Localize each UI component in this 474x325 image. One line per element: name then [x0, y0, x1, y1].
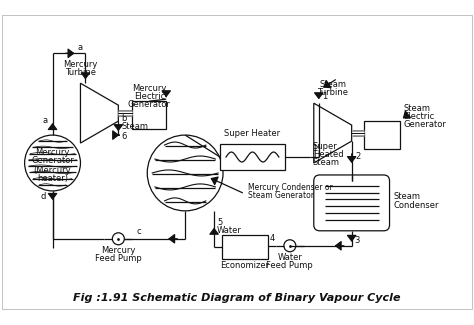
Text: 1: 1 [312, 144, 317, 153]
Text: 3: 3 [355, 236, 360, 245]
Circle shape [147, 135, 223, 211]
Text: Mercury: Mercury [36, 148, 70, 157]
Text: heater): heater) [37, 174, 68, 183]
Text: Heated: Heated [313, 150, 343, 159]
Bar [364, 121, 400, 149]
Text: Super: Super [313, 142, 337, 151]
Text: Steam: Steam [393, 192, 420, 201]
Text: Mercury Condenser or: Mercury Condenser or [248, 183, 333, 192]
Text: Fig :1.91 Schematic Diagram of Binary Vapour Cycle: Fig :1.91 Schematic Diagram of Binary Va… [73, 292, 401, 303]
Text: Steam: Steam [403, 104, 430, 113]
Bar [222, 235, 268, 259]
Text: Mercury: Mercury [101, 246, 136, 255]
Text: Turbine: Turbine [317, 88, 348, 97]
Circle shape [112, 233, 124, 245]
Text: Steam Generator: Steam Generator [248, 191, 314, 200]
Text: Steam: Steam [313, 158, 340, 167]
Text: Turbine: Turbine [65, 68, 96, 77]
Circle shape [284, 240, 296, 252]
Text: Generator: Generator [31, 156, 74, 165]
Text: 2: 2 [356, 152, 361, 161]
Text: Feed Pump: Feed Pump [95, 254, 142, 263]
Text: Electric: Electric [403, 112, 435, 121]
Text: Water: Water [217, 226, 242, 235]
Text: (Mercury: (Mercury [34, 166, 72, 175]
FancyBboxPatch shape [314, 175, 390, 231]
Text: Feed Pump: Feed Pump [266, 261, 313, 270]
Text: Condenser: Condenser [393, 201, 439, 210]
Text: 5: 5 [217, 218, 222, 227]
Text: Mercury: Mercury [63, 60, 98, 69]
Text: a: a [77, 43, 82, 52]
Text: b: b [121, 114, 127, 123]
Text: 4: 4 [269, 234, 274, 243]
Bar [132, 101, 166, 129]
Text: Generator: Generator [403, 120, 447, 129]
Text: 6: 6 [121, 132, 127, 141]
Text: Generator: Generator [128, 100, 171, 109]
Text: Mercury: Mercury [132, 84, 166, 93]
Polygon shape [314, 103, 352, 163]
Bar [220, 144, 285, 170]
Text: 1: 1 [322, 92, 327, 101]
Text: Steam: Steam [319, 80, 346, 89]
Text: Water: Water [277, 253, 302, 262]
Text: Economizer: Economizer [220, 261, 270, 270]
Text: a: a [43, 116, 48, 125]
Text: c: c [137, 227, 141, 236]
Circle shape [25, 135, 81, 191]
Text: Super Heater: Super Heater [224, 129, 281, 138]
Polygon shape [81, 83, 118, 143]
Text: Steam: Steam [121, 122, 148, 131]
Text: Electric: Electric [134, 92, 165, 101]
Text: d: d [41, 192, 46, 201]
